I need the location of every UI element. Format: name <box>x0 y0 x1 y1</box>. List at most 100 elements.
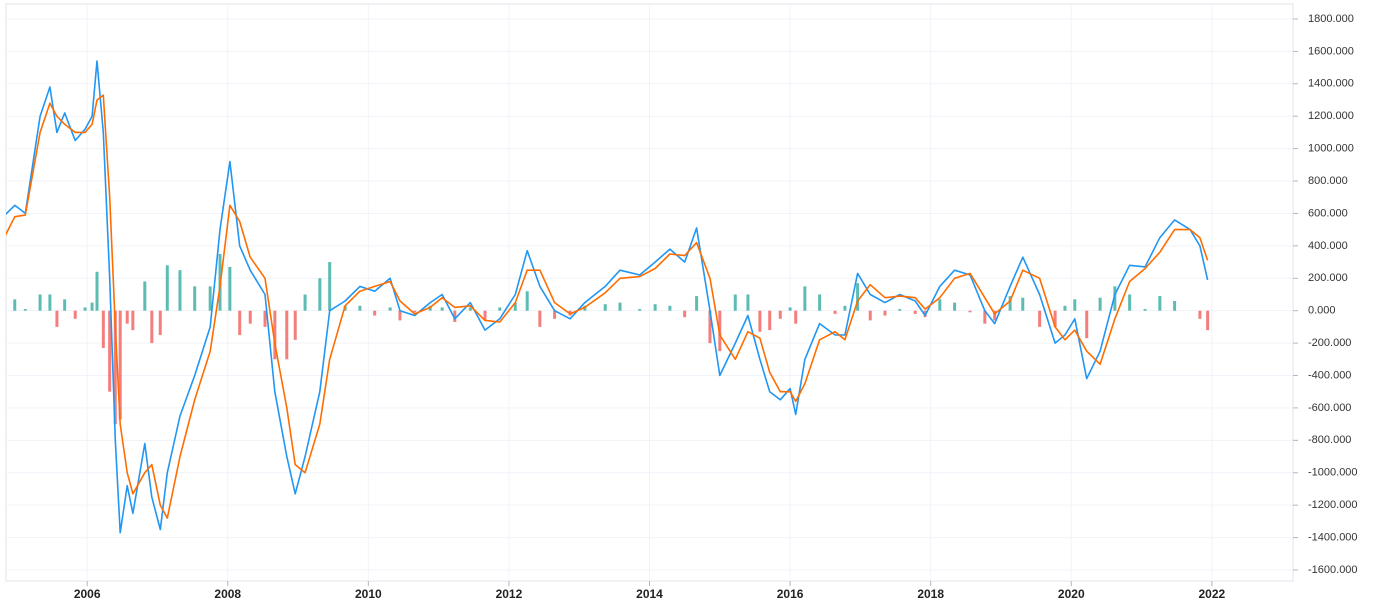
histogram-bar <box>48 294 52 311</box>
histogram-bar <box>55 310 59 327</box>
histogram-bar <box>856 283 860 311</box>
histogram-bar <box>178 270 182 311</box>
histogram-bar <box>125 310 129 324</box>
histogram-bar <box>193 286 197 311</box>
histogram-bar <box>553 310 557 319</box>
histogram-bar <box>248 310 252 324</box>
y-tick-label: 0.000 <box>1308 305 1336 317</box>
histogram-bar <box>38 294 42 311</box>
histogram-bar <box>95 271 99 311</box>
histogram-bar <box>73 310 77 319</box>
y-tick-label: 1400.000 <box>1308 78 1354 90</box>
y-tick-label: 400.000 <box>1308 240 1348 252</box>
histogram-bar <box>373 310 377 316</box>
histogram-bar <box>746 294 750 311</box>
x-tick-label: 2006 <box>74 587 101 601</box>
histogram-bar <box>90 302 94 311</box>
x-tick-label: 2022 <box>1199 587 1226 601</box>
y-tick-label: -1600.000 <box>1308 564 1358 576</box>
histogram-bar <box>1158 296 1162 311</box>
histogram-bar <box>23 309 27 311</box>
histogram-bar <box>1021 297 1025 311</box>
histogram-bar <box>938 299 942 311</box>
histogram-bar <box>695 296 699 311</box>
histogram-bar <box>833 310 837 314</box>
histogram-bar <box>513 302 517 311</box>
histogram-bar <box>0 285 2 311</box>
histogram-bar <box>983 310 987 324</box>
histogram-bar <box>683 310 687 318</box>
histogram-bar <box>498 307 502 311</box>
histogram-bar <box>158 310 162 335</box>
y-tick-label: 1600.000 <box>1308 45 1354 57</box>
x-tick-label: 2018 <box>917 587 944 601</box>
histogram-bar <box>708 310 712 344</box>
histogram-bar <box>165 265 169 311</box>
histogram-bar <box>1206 310 1210 331</box>
histogram-bar <box>758 310 762 332</box>
y-tick-label: -1200.000 <box>1308 499 1358 511</box>
line <box>6 60 1209 534</box>
x-tick-label: 2008 <box>214 587 241 601</box>
histogram-bar <box>101 310 105 348</box>
histogram-bar <box>525 291 529 311</box>
histogram-bar <box>303 294 307 311</box>
histogram-bar <box>653 304 657 311</box>
y-tick-label: -600.000 <box>1308 402 1351 414</box>
x-tick-label: 2012 <box>496 587 523 601</box>
histogram-bar <box>638 309 642 311</box>
axes: 1800.000 1600.000 1400.000 1200.000 1000.000… <box>74 13 1358 601</box>
plot <box>0 60 1210 534</box>
histogram-bar <box>818 294 822 311</box>
y-tick-label: 1800.000 <box>1308 13 1354 25</box>
histogram-bar <box>238 310 242 335</box>
histogram-bar <box>993 310 997 321</box>
histogram-bar <box>778 310 782 319</box>
y-tick-label: 1000.000 <box>1308 143 1354 155</box>
histogram-bar <box>273 310 277 360</box>
histogram-bar <box>733 294 737 311</box>
histogram-bar <box>108 310 112 392</box>
histogram-bar <box>788 307 792 311</box>
histogram-bar <box>63 299 67 311</box>
histogram-bar <box>618 302 622 311</box>
histogram-bar <box>228 266 232 311</box>
histogram-bar <box>285 310 289 360</box>
histogram-bar <box>1053 310 1057 327</box>
y-tick-label: 1200.000 <box>1308 110 1354 122</box>
histogram-bar <box>318 278 322 311</box>
y-tick-label: 200.000 <box>1308 272 1348 284</box>
histogram-bar <box>150 310 154 344</box>
y-tick-label: -800.000 <box>1308 434 1351 446</box>
histogram-bar <box>143 281 147 311</box>
line <box>6 94 1209 519</box>
histogram-bar <box>868 310 872 321</box>
histogram-bar <box>1198 310 1202 319</box>
histogram-bar <box>1008 296 1012 311</box>
histogram-bar <box>538 310 542 327</box>
histogram-bar <box>398 310 402 321</box>
histogram-bar <box>1143 309 1147 311</box>
y-tick-label: -200.000 <box>1308 337 1351 349</box>
y-tick-label: -1000.000 <box>1308 467 1358 479</box>
y-tick-label: 600.000 <box>1308 207 1348 219</box>
histogram-bar <box>883 310 887 316</box>
histogram-bar <box>440 307 444 311</box>
histogram-bar <box>83 307 87 311</box>
histogram-bar <box>1063 305 1067 311</box>
histogram-bar <box>913 310 917 314</box>
histogram-bar <box>1085 310 1089 339</box>
x-tick-label: 2016 <box>777 587 804 601</box>
histogram-bar <box>113 310 117 425</box>
y-tick-label: 800.000 <box>1308 175 1348 187</box>
histogram-bar <box>328 262 332 311</box>
histogram-bar <box>118 310 122 420</box>
histogram-bar <box>413 310 417 313</box>
histogram-bar <box>803 286 807 311</box>
histogram-bar <box>358 305 362 311</box>
x-tick-label: 2020 <box>1058 587 1085 601</box>
histogram-bar <box>13 299 17 311</box>
histogram-bar <box>388 307 392 311</box>
y-tick-label: -400.000 <box>1308 369 1351 381</box>
